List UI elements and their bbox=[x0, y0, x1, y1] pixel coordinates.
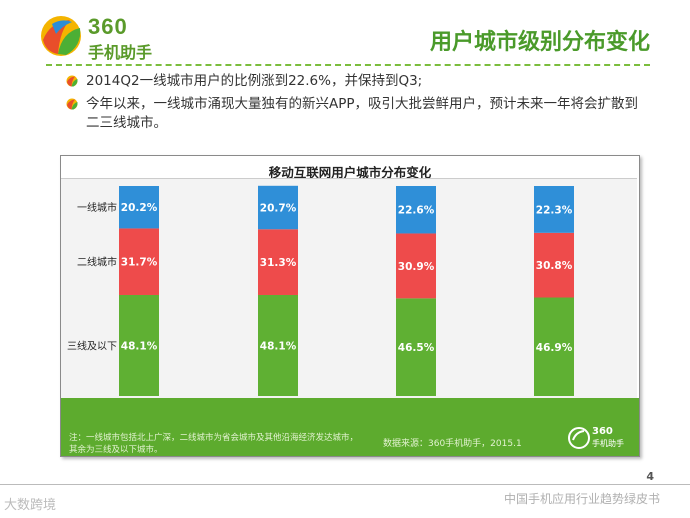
data-label: 30.8% bbox=[536, 260, 573, 272]
logo-text: 手机助手 bbox=[88, 43, 153, 62]
series-label: 三线及以下 bbox=[67, 339, 117, 352]
data-label: 48.1% bbox=[121, 340, 158, 352]
bar-segment bbox=[534, 297, 574, 396]
bullet-list: 2014Q2一线城市用户的比例涨到22.6%，并保持到Q3; 今年以来，一线城市… bbox=[66, 72, 646, 137]
logo-ball-icon bbox=[41, 16, 81, 56]
data-label: 46.5% bbox=[398, 342, 435, 354]
bar-segment bbox=[119, 294, 159, 396]
bar-segment bbox=[396, 186, 436, 234]
bullet-text: 今年以来，一线城市涌现大量独有的新兴APP，吸引大批尝鲜用户，预计未来一年将会扩… bbox=[86, 96, 639, 131]
page-number: 4 bbox=[646, 470, 654, 483]
data-label: 22.6% bbox=[398, 205, 435, 217]
bullet-ball-icon bbox=[66, 75, 78, 87]
bar-segment bbox=[119, 228, 159, 295]
data-label: 30.9% bbox=[398, 261, 435, 273]
chart-source: 数据来源：360手机助手，2015.1 bbox=[383, 439, 522, 449]
data-label: 31.7% bbox=[121, 257, 158, 269]
bar-segment bbox=[396, 233, 436, 299]
chart-title: 移动互联网用户城市分布变化 bbox=[268, 165, 432, 180]
bar-segment bbox=[534, 232, 574, 298]
page-title: 用户城市级别分布变化 bbox=[429, 30, 650, 55]
bar-segment bbox=[258, 185, 298, 230]
series-label: 一线城市 bbox=[77, 201, 117, 214]
bullet-item: 2014Q2一线城市用户的比例涨到22.6%，并保持到Q3; bbox=[66, 72, 646, 91]
bullet-item: 今年以来，一线城市涌现大量独有的新兴APP，吸引大批尝鲜用户，预计未来一年将会扩… bbox=[66, 95, 646, 133]
data-label: 22.3% bbox=[536, 204, 573, 216]
panel-logo: 360 手机助手 bbox=[568, 426, 628, 450]
watermark: 大数跨境 bbox=[4, 498, 57, 513]
bullet-text: 2014Q2一线城市用户的比例涨到22.6%，并保持到Q3; bbox=[86, 73, 423, 89]
data-label: 46.9% bbox=[536, 342, 573, 354]
chart-note: 注：一线城市包括北上广深，二线城市为省会城市及其他沿海经济发达城市，其余为三线及… bbox=[69, 433, 359, 455]
chart-footer-band bbox=[61, 398, 639, 456]
bar-segment bbox=[396, 298, 436, 396]
brand-logo: 360 手机助手 bbox=[38, 12, 173, 62]
stacked-bar-chart: 48.1%三线及以下31.7%二线城市20.2%一线城市2013Q448.1%3… bbox=[67, 185, 577, 418]
footer-divider bbox=[0, 484, 690, 485]
bar-segment bbox=[258, 229, 298, 295]
bar-segment bbox=[119, 186, 159, 229]
header-divider bbox=[46, 64, 650, 66]
logo-number: 360 bbox=[88, 14, 128, 39]
bar-segment bbox=[534, 186, 574, 233]
series-label: 二线城市 bbox=[77, 256, 117, 269]
bullet-ball-icon bbox=[66, 98, 78, 110]
footer-text: 中国手机应用行业趋势绿皮书 bbox=[503, 492, 660, 506]
panel-logo-text: 手机助手 bbox=[592, 439, 624, 448]
data-label: 20.7% bbox=[260, 203, 297, 215]
bar-segment bbox=[258, 294, 298, 396]
panel-logo-icon bbox=[568, 427, 590, 449]
data-label: 20.2% bbox=[121, 202, 158, 214]
data-label: 31.3% bbox=[260, 257, 297, 269]
chart-panel: 移动互联网用户城市分布变化 48.1% 三线及以下 31.7% 二线城市 20.2% 一线… bbox=[60, 155, 640, 457]
panel-logo-number: 360 bbox=[592, 426, 613, 437]
data-label: 48.1% bbox=[260, 340, 297, 352]
